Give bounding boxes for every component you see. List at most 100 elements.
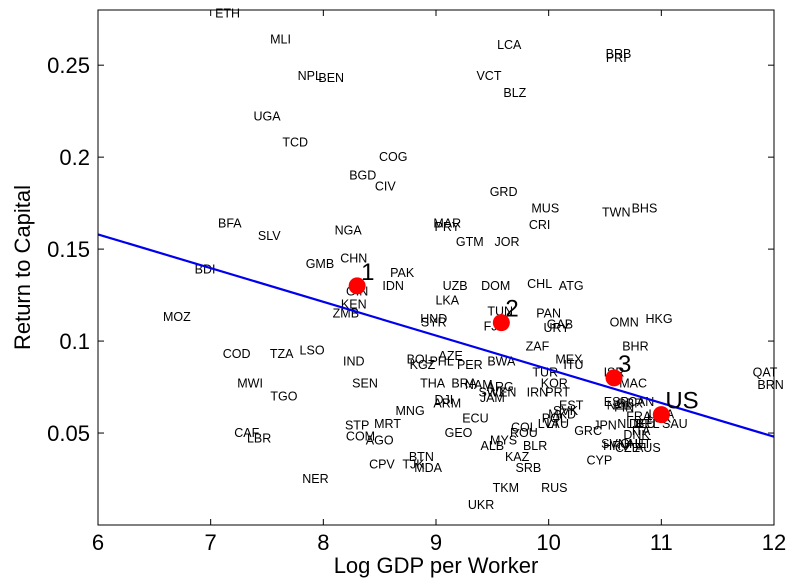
country-label-gmb: GMB bbox=[306, 257, 334, 271]
country-label-itu: ITU bbox=[563, 358, 583, 372]
x-tick-label: 8 bbox=[317, 530, 329, 555]
country-label-sau: SAU bbox=[662, 417, 688, 431]
country-label-brb: BRB bbox=[606, 47, 632, 61]
country-label-arg: ARG bbox=[487, 380, 514, 394]
country-label-mex: MEX bbox=[555, 352, 583, 366]
country-label-stp: STP bbox=[345, 419, 369, 433]
country-label-jor: JOR bbox=[494, 235, 519, 249]
country-label-pol: POL bbox=[542, 411, 567, 425]
country-label-btn: BTN bbox=[409, 450, 434, 464]
country-label-lso: LSO bbox=[300, 343, 325, 357]
country-label-lca: LCA bbox=[497, 38, 522, 52]
country-label-bgd: BGD bbox=[349, 169, 376, 183]
country-label-mkd: MKD bbox=[548, 408, 576, 422]
country-label-cpv: CPV bbox=[369, 457, 395, 471]
country-label-omn: OMN bbox=[610, 316, 639, 330]
country-label-pak: PAK bbox=[390, 266, 415, 280]
y-tick-label: 0.25 bbox=[47, 53, 90, 78]
x-tick-label: 11 bbox=[650, 530, 673, 555]
country-label-tun: TUN bbox=[487, 305, 513, 319]
country-label-pan: PAN bbox=[536, 306, 561, 320]
country-label-ind: IND bbox=[343, 354, 365, 368]
country-label-npl: NPL bbox=[298, 69, 322, 83]
country-label-lbr: LBR bbox=[247, 432, 271, 446]
country-label-tjk: TJK bbox=[402, 457, 425, 471]
country-label-svn: SVN bbox=[601, 437, 627, 451]
country-label-blz: BLZ bbox=[503, 86, 526, 100]
country-label-hnd: HND bbox=[420, 312, 447, 326]
country-label-mrt: MRT bbox=[374, 417, 401, 431]
country-label-prt: PRT bbox=[545, 386, 570, 400]
country-label-est: EST bbox=[559, 398, 584, 412]
country-label-gab: GAB bbox=[547, 318, 573, 332]
country-label-tza: TZA bbox=[270, 347, 294, 361]
country-label-nld: NLD bbox=[617, 417, 642, 431]
country-label-bel: BEL bbox=[636, 417, 660, 431]
highlight-label-2: 2 bbox=[505, 296, 518, 323]
country-label-ner: NER bbox=[302, 472, 328, 486]
country-label-cog: COG bbox=[379, 150, 407, 164]
country-label-arm: ARM bbox=[433, 397, 461, 411]
country-label-swz: SWZ bbox=[478, 386, 506, 400]
country-label-chl: CHL bbox=[527, 277, 552, 291]
country-label-tha: THA bbox=[420, 376, 446, 390]
country-label-mac: MAC bbox=[619, 376, 647, 390]
y-tick-label: 0.15 bbox=[47, 237, 90, 262]
country-label-vct: VCT bbox=[476, 69, 501, 83]
fit-line-layer bbox=[97, 233, 775, 438]
country-label-mda: MDA bbox=[414, 461, 442, 475]
x-tick-label: 9 bbox=[430, 530, 442, 555]
country-label-alb: ALB bbox=[481, 439, 505, 453]
x-tick-label: 7 bbox=[205, 530, 217, 555]
country-label-pri: PRI bbox=[606, 51, 627, 65]
highlight-point-us bbox=[652, 406, 670, 424]
country-label-cyp: CYP bbox=[587, 454, 613, 468]
highlight-point-3 bbox=[605, 369, 623, 387]
country-label-aus: AUS bbox=[635, 441, 661, 455]
country-label-brn: BRN bbox=[757, 378, 783, 392]
country-label-ben: BEN bbox=[318, 71, 344, 85]
country-label-atg: ATG bbox=[559, 279, 584, 293]
country-label-tur: TUR bbox=[532, 365, 558, 379]
country-label-dom: DOM bbox=[481, 279, 510, 293]
country-label-nam: NAM bbox=[465, 378, 493, 392]
y-tick-label: 0.1 bbox=[59, 329, 90, 354]
country-label-zaf: ZAF bbox=[526, 340, 550, 354]
country-label-bhr: BHR bbox=[622, 340, 648, 354]
country-label-slv: SLV bbox=[258, 229, 281, 243]
country-label-dji: DJI bbox=[435, 393, 454, 407]
country-label-geo: GEO bbox=[445, 426, 473, 440]
country-label-pry: PRY bbox=[435, 220, 461, 234]
country-label-ven: VEN bbox=[491, 386, 517, 400]
country-label-bhs: BHS bbox=[632, 202, 658, 216]
country-label-ita: ITA bbox=[632, 424, 651, 438]
country-label-civ: CIV bbox=[375, 180, 397, 194]
highlight-point-1 bbox=[348, 277, 366, 295]
country-label-tgo: TGO bbox=[270, 389, 297, 403]
country-label-col: COL bbox=[511, 421, 537, 435]
country-label-hkg: HKG bbox=[646, 312, 673, 326]
country-label-cze: CZE bbox=[615, 441, 640, 455]
y-tick-label: 0.05 bbox=[47, 421, 90, 446]
country-label-lka: LKA bbox=[435, 294, 459, 308]
highlight-points: 1 2 3 US bbox=[348, 259, 699, 424]
country-label-twn: TWN bbox=[602, 205, 630, 219]
country-label-bfa: BFA bbox=[218, 216, 242, 230]
country-label-dnk: DNK bbox=[623, 428, 650, 442]
country-label-svk: SVK bbox=[553, 404, 579, 418]
highlight-label-us: US bbox=[665, 388, 698, 415]
country-label-moz: MOZ bbox=[163, 310, 191, 324]
country-label-bol: BOL bbox=[407, 352, 432, 366]
country-label-nga: NGA bbox=[335, 224, 363, 238]
country-label-mus: MUS bbox=[531, 202, 559, 216]
country-label-idn: IDN bbox=[382, 279, 404, 293]
country-label-per: PER bbox=[457, 358, 483, 372]
x-axis-title: Log GDP per Worker bbox=[334, 553, 539, 578]
country-label-irn: IRN bbox=[527, 386, 549, 400]
country-label-aze: AZE bbox=[438, 349, 462, 363]
country-label-rus: RUS bbox=[541, 481, 567, 495]
